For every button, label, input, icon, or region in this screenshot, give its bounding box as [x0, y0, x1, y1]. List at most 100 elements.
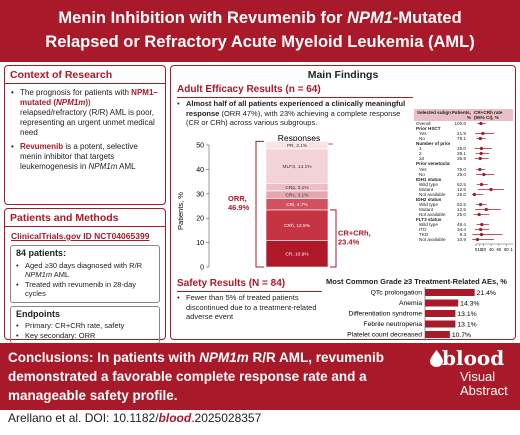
- text: ) relapsed/refractory (R/R) AML is poor,…: [20, 98, 155, 137]
- ae-value-label: 13.1%: [457, 311, 476, 318]
- forest-row-label: FLT3 status: [416, 216, 442, 222]
- forest-row-patients: 21.9: [457, 131, 466, 137]
- forest-row-plot: [466, 237, 513, 242]
- forest-row-label: Prior venetoclax: [416, 161, 450, 167]
- forest-row-patients: 78.1: [457, 136, 466, 142]
- response-segment: [265, 148, 329, 184]
- forest-row-patients: 39.1: [457, 151, 466, 157]
- forest-row: IDH1 status: [414, 177, 513, 182]
- endpoint-primary: Primary: CR+CRh rate, safety: [16, 321, 154, 331]
- forest-row-patients: 35.9: [457, 156, 466, 162]
- patients-bullet-1: Aged ≥30 days diagnosed with R/R NPM1m A…: [16, 261, 154, 280]
- ae-chart: QTc prolongation 21.4% Anemia 14.3% Differen…: [347, 287, 496, 341]
- forest-col-subgroup: Selected subgroup: [417, 110, 451, 115]
- text-drug: Revumenib: [20, 142, 64, 151]
- text: AML: [52, 270, 70, 279]
- forest-row-patients: 100.0: [454, 121, 467, 127]
- logo-brand: blood: [442, 346, 505, 370]
- citation-post: .2025028357: [191, 411, 262, 425]
- forest-row: TKD 6.3: [414, 232, 513, 237]
- segment-label: CR, 10.9%: [285, 252, 309, 258]
- forest-row: Wild type 62.5: [414, 202, 513, 207]
- forest-row-label: Not available: [419, 211, 446, 217]
- patients-heading: Patients and Methods: [5, 209, 165, 227]
- forest-row-patients: 10.9: [457, 237, 466, 243]
- conclusion-pre: Conclusions: In patients with: [8, 350, 200, 365]
- citation[interactable]: Arellano et al. DOI: 10.1182/blood.20250…: [8, 411, 261, 425]
- forest-row: Mutant 12.5: [414, 187, 513, 192]
- estimate-point: [479, 227, 483, 232]
- forest-row-label: IDH2 status: [416, 196, 442, 202]
- forest-row-patients: 34.4: [457, 227, 466, 233]
- estimate-point: [475, 238, 480, 242]
- text: Aged ≥30 days diagnosed with R/R: [25, 260, 143, 270]
- subgroup-forest-table: Selected subgroup Patients, % CR+CRh rat…: [414, 109, 513, 254]
- efficacy-heading: Adult Efficacy Results (n = 64): [177, 84, 321, 95]
- forest-row: 1 25.0: [414, 146, 513, 151]
- clinicaltrials-link[interactable]: ClinicalTrials.gov ID NCT04065399: [11, 231, 150, 241]
- forest-row-plot: [466, 131, 513, 136]
- logo-line-1: Visual: [460, 369, 496, 384]
- ae-category: Platelet count decreased: [347, 332, 422, 339]
- estimate-point: [489, 187, 493, 191]
- ae-category: Anemia: [399, 300, 422, 307]
- estimate-point: [482, 172, 486, 176]
- efficacy-bold: Almost half of all patients experienced …: [186, 99, 406, 118]
- forest-row-patients: 25.0: [457, 171, 466, 177]
- response-chart: Responses Patients, % 0 10 20 30 40 50 CR, 10…: [176, 133, 371, 271]
- ae-bar: [425, 299, 459, 307]
- forest-row-patients: 12.5: [457, 206, 466, 212]
- forest-row: Wild type 48.4: [414, 222, 513, 227]
- citation-journal: blood: [158, 411, 192, 425]
- forest-row-label: Wild type: [419, 222, 438, 228]
- ae-bar: [425, 320, 456, 328]
- forest-row-patients: 25.0: [457, 211, 466, 217]
- y-tick-label: 50: [196, 143, 204, 150]
- forest-row-label: IDH1 status: [416, 176, 442, 182]
- forest-row-plot: [466, 167, 513, 172]
- logo-line-2: Abstract: [460, 383, 508, 398]
- forest-row-label: Prior HSCT: [416, 126, 441, 132]
- patients-bullet-2: Treated with revumenib in 28-day cycles: [16, 280, 154, 299]
- text: The prognosis for patients with: [20, 88, 132, 97]
- endpoints-heading: Endpoints: [16, 308, 60, 319]
- forest-row-patients: 62.5: [457, 181, 466, 187]
- forest-row-plot: [466, 192, 513, 197]
- forest-row-label: TKD: [419, 232, 429, 238]
- endpoint-secondary: Key secondary: ORR: [16, 331, 154, 341]
- forest-row-label: Not available: [419, 237, 446, 243]
- estimate-point: [480, 222, 484, 227]
- orr-label: ORR,: [228, 194, 247, 203]
- y-tick-label: 20: [196, 216, 204, 223]
- segment-label: MLFS, 14.1%: [282, 164, 312, 170]
- text: is a potent, selective menin inhibitor t…: [20, 142, 138, 171]
- main-heading: Main Findings: [307, 69, 379, 81]
- forest-row-label: 1: [419, 146, 422, 152]
- forest-col-patients: Patients, %: [451, 110, 471, 121]
- forest-row: No 78.1: [414, 136, 513, 141]
- text-gene: NPM1m: [56, 98, 86, 107]
- segment-label: PR, 3.1%: [287, 143, 308, 149]
- forest-row: Yes 21.9: [414, 131, 513, 136]
- forest-row-plot: [466, 121, 513, 126]
- y-tick-label: 30: [196, 191, 204, 198]
- forest-row-label: Wild type: [419, 181, 438, 187]
- forest-row: IDH2 status: [414, 197, 513, 202]
- response-segment: [265, 141, 329, 150]
- text-gene: NPM1: [131, 88, 154, 97]
- forest-row-label: Overall: [416, 121, 431, 127]
- safety-summary: Fewer than 5% of treated patients discon…: [177, 293, 322, 322]
- forest-x-tick-label: 100: [511, 247, 514, 252]
- forest-row-plot: [466, 222, 513, 227]
- conclusion-text: Conclusions: In patients with NPM1m R/R …: [8, 348, 418, 405]
- forest-row: ITD 34.4: [414, 227, 513, 232]
- conclusion-banner: Conclusions: In patients with NPM1m R/R …: [0, 343, 520, 410]
- forest-row: Overall 100.0: [414, 121, 513, 126]
- estimate-point: [472, 192, 476, 196]
- forest-x-tick-label: 80: [504, 247, 509, 252]
- main-findings-panel: Main Findings Adult Efficacy Results (n …: [170, 65, 516, 341]
- forest-row-plot: [466, 227, 513, 232]
- title-text-a: Menin Inhibition with Revumenib for: [58, 9, 348, 27]
- forest-row: Prior HSCT: [414, 126, 513, 131]
- estimate-point: [477, 212, 481, 217]
